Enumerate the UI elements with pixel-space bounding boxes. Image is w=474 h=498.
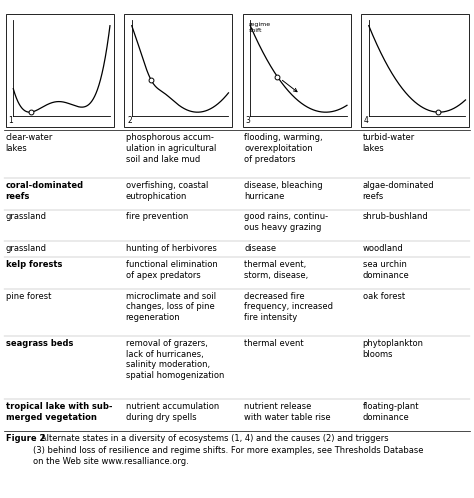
Bar [6,14,114,127]
Text: grassland: grassland [6,213,46,222]
Text: fire prevention: fire prevention [126,213,188,222]
Text: phosphorous accum-
ulation in agricultural
soil and lake mud: phosphorous accum- ulation in agricultur… [126,133,216,164]
Text: phytoplankton
blooms: phytoplankton blooms [363,339,424,359]
Text: 4: 4 [364,117,369,125]
Text: nutrient accumulation
during dry spells: nutrient accumulation during dry spells [126,402,219,422]
Text: floating-plant
dominance: floating-plant dominance [363,402,419,422]
Text: thermal event,
storm, disease,: thermal event, storm, disease, [244,260,309,280]
Text: microclimate and soil
changes, loss of pine
regeneration: microclimate and soil changes, loss of p… [126,291,216,322]
Bar [124,14,232,127]
Text: turbid-water
lakes: turbid-water lakes [363,133,415,153]
Text: nutrient release
with water table rise: nutrient release with water table rise [244,402,331,422]
Text: disease: disease [244,244,276,253]
Text: algae-dominated
reefs: algae-dominated reefs [363,181,434,201]
Text: Alternate states in a diversity of ecosystems (1, 4) and the causes (2) and trig: Alternate states in a diversity of ecosy… [33,434,424,466]
Text: removal of grazers,
lack of hurricanes,
salinity moderation,
spatial homogenizat: removal of grazers, lack of hurricanes, … [126,339,224,380]
Text: functional elimination
of apex predators: functional elimination of apex predators [126,260,218,280]
Text: thermal event: thermal event [244,339,304,348]
Text: disease, bleaching
hurricane: disease, bleaching hurricane [244,181,323,201]
Text: grassland: grassland [6,244,46,253]
Text: seagrass beds: seagrass beds [6,339,73,348]
Text: kelp forests: kelp forests [6,260,62,269]
Text: 1: 1 [9,117,13,125]
Text: good rains, continu-
ous heavy grazing: good rains, continu- ous heavy grazing [244,213,328,232]
Bar [243,14,351,127]
Bar [361,14,469,127]
Text: Figure 2: Figure 2 [6,434,45,443]
Text: pine forest: pine forest [6,291,51,300]
Text: decreased fire
frequency, increased
fire intensity: decreased fire frequency, increased fire… [244,291,333,322]
Text: hunting of herbivores: hunting of herbivores [126,244,217,253]
Text: 3: 3 [246,117,250,125]
Text: coral-dominated
reefs: coral-dominated reefs [6,181,84,201]
Text: overfishing, coastal
eutrophication: overfishing, coastal eutrophication [126,181,208,201]
Text: regime
shift: regime shift [249,22,271,33]
Text: flooding, warming,
overexploitation
of predators: flooding, warming, overexploitation of p… [244,133,323,164]
Text: shrub-bushland: shrub-bushland [363,213,428,222]
Text: oak forest: oak forest [363,291,405,300]
Text: sea urchin
dominance: sea urchin dominance [363,260,410,280]
Text: 2: 2 [127,117,132,125]
Text: tropical lake with sub-
merged vegetation: tropical lake with sub- merged vegetatio… [6,402,112,422]
Text: woodland: woodland [363,244,403,253]
Text: clear-water
lakes: clear-water lakes [6,133,53,153]
